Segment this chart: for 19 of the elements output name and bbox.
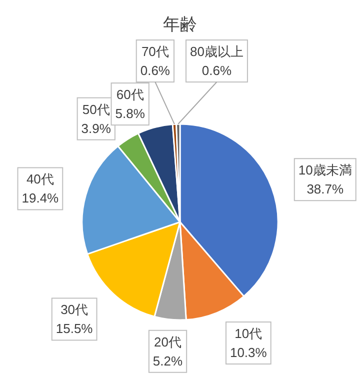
data-label: 15.5% <box>56 321 94 336</box>
data-label: 38.7% <box>306 182 344 197</box>
data-label: 19.4% <box>22 190 60 206</box>
data-label: 10.3% <box>230 345 268 360</box>
slice-label: 10歳未満 <box>298 162 352 178</box>
data-label: 5.8% <box>115 106 146 122</box>
slice-label: 40代 <box>26 172 54 187</box>
data-label: 3.9% <box>81 120 112 136</box>
slice-label: 10代 <box>234 326 262 342</box>
slice-label: 20代 <box>154 334 182 350</box>
slice-label: 30代 <box>60 302 88 318</box>
slice-label: 80歳以上 <box>190 44 244 59</box>
data-label: 0.6% <box>202 63 232 78</box>
slice-label: 70代 <box>141 44 169 59</box>
slice-label: 60代 <box>116 87 144 102</box>
title: 年齢 <box>163 15 197 34</box>
data-label: 5.2% <box>152 353 184 368</box>
data-label: 0.6% <box>140 63 170 78</box>
slice-label: 50代 <box>82 102 110 117</box>
